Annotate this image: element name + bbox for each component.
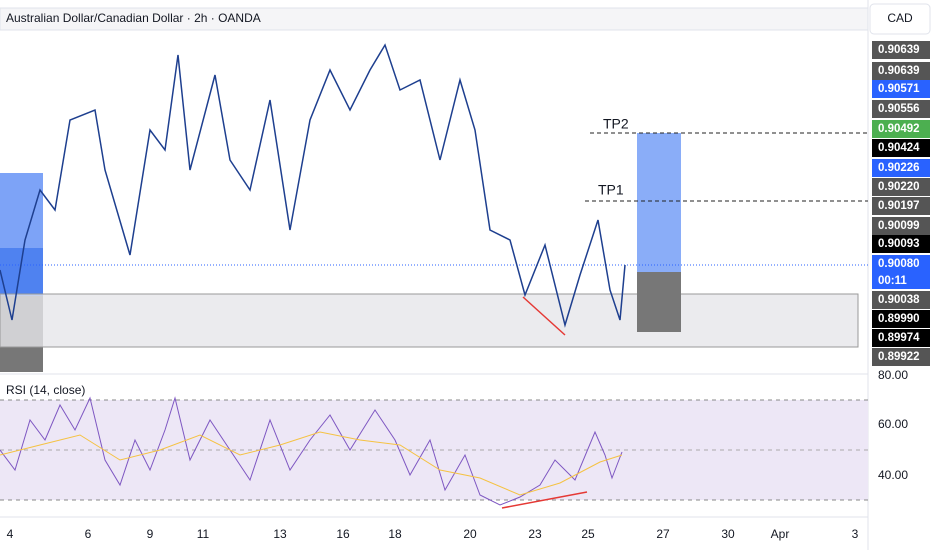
rsi-axis-label: 40.00 (878, 468, 908, 482)
time-label: 27 (656, 527, 670, 541)
price-label-bg (872, 100, 930, 118)
rsi-axis-label: 60.00 (878, 417, 908, 431)
price-label: 0.90571 (878, 83, 920, 95)
price-label: 0.90556 (878, 103, 920, 115)
price-label: 0.89922 (878, 351, 920, 363)
time-label: 20 (463, 527, 477, 541)
time-label: Apr (771, 527, 790, 541)
chart-title: Australian Dollar/Canadian Dollar · 2h ·… (6, 11, 261, 25)
price-label-bg (872, 139, 930, 157)
tp2-label: TP2 (603, 116, 629, 132)
time-label: 11 (197, 527, 210, 541)
price-label: 0.90093 (878, 238, 920, 250)
time-label: 23 (528, 527, 542, 541)
price-label: 0.89974 (878, 332, 920, 344)
rsi-title: RSI (14, close) (6, 383, 85, 397)
time-label: 9 (147, 527, 154, 541)
rsi-ma (0, 431, 623, 496)
price-label-bg (872, 310, 930, 328)
dynamic-layer: 0.90639 0.90639 0.90571 0.90556 0.90492 0.904… (7, 41, 930, 541)
price-label: 0.89990 (878, 313, 920, 325)
currency[interactable]: CAD (887, 11, 913, 25)
price-label: 0.90424 (878, 142, 920, 154)
currency-button[interactable] (869, 3, 931, 35)
price-label-bg (872, 62, 930, 80)
countdown: 00:11 (878, 275, 907, 287)
time-label: 30 (721, 527, 735, 541)
time-label: 25 (581, 527, 595, 541)
price-label-bg (872, 255, 930, 289)
tp1-label: TP1 (598, 182, 624, 198)
time-label: 13 (273, 527, 287, 541)
price-label: 0.90038 (878, 294, 920, 306)
price-label-bg (872, 41, 930, 59)
price-label: 0.90226 (878, 162, 920, 174)
price-label-bg (872, 235, 930, 253)
rsi-line (0, 396, 623, 506)
price-label: 0.90080 (878, 258, 920, 270)
rsi-divergence-line (501, 491, 588, 509)
time-label: 16 (336, 527, 350, 541)
rsi-axis-label: 80.00 (878, 368, 908, 382)
price-label: 0.90639 (878, 65, 920, 77)
price-label-bg (872, 120, 930, 138)
price-label: 0.90639 (878, 44, 920, 56)
stop-box (637, 272, 681, 332)
time-label: 4 (7, 527, 14, 541)
price-label-bg (872, 159, 930, 177)
time-label: 6 (85, 527, 92, 541)
target-box (637, 133, 681, 272)
price-label-bg (872, 291, 930, 309)
price-label: 0.90197 (878, 200, 920, 212)
price-label-bg (872, 80, 930, 98)
divergence-line (522, 296, 566, 336)
price-label: 0.90220 (878, 181, 920, 193)
price-path (0, 43, 626, 328)
price-label-bg (872, 329, 930, 347)
time-label: 3 (852, 527, 859, 541)
price-label-bg (872, 197, 930, 215)
zone-box (0, 248, 43, 296)
price-label-bg (872, 348, 930, 366)
time-label: 18 (388, 527, 402, 541)
price-label-bg (872, 217, 930, 235)
support-zone (0, 293, 859, 348)
price-label-bg (872, 178, 930, 196)
price-label: 0.90099 (878, 220, 920, 232)
price-label: 0.90492 (878, 123, 920, 135)
